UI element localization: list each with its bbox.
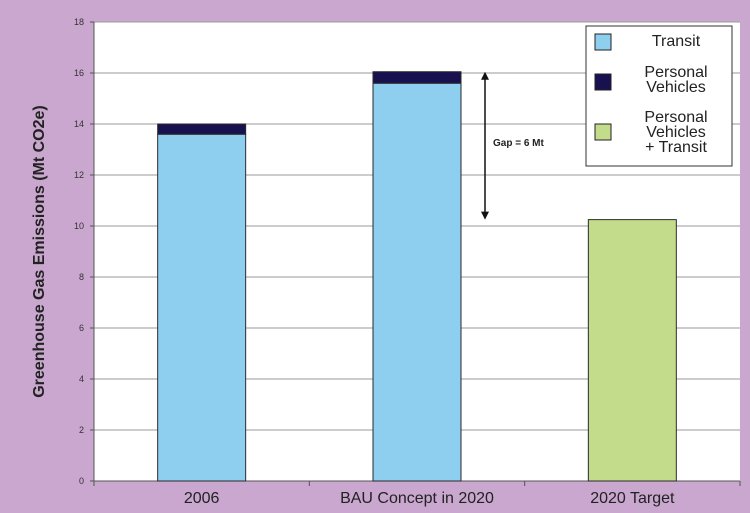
- x-category-label: BAU Concept in 2020: [340, 490, 494, 507]
- y-tick-label: 8: [79, 272, 84, 282]
- legend-label: Personal: [644, 64, 707, 81]
- bar-personal-vehicles-0: [157, 123, 247, 135]
- y-tick-label: 18: [74, 17, 84, 27]
- x-category-label: 2020 Target: [590, 490, 675, 507]
- y-tick-label: 2: [79, 425, 84, 435]
- y-tick-label: 12: [74, 170, 84, 180]
- y-axis-label: Greenhouse Gas Emissions (Mt CO2e): [31, 105, 48, 398]
- y-tick-label: 14: [74, 119, 84, 129]
- bar-transit-1: [372, 82, 462, 482]
- legend-label: Transit: [652, 33, 701, 50]
- legend: TransitPersonalVehiclesPersonalVehicles+…: [585, 25, 733, 167]
- y-tick-label: 10: [74, 221, 84, 231]
- bar-personal-vehicles-transit-2: [587, 219, 677, 482]
- legend-label: Vehicles: [646, 124, 706, 141]
- y-tick-label: 6: [79, 323, 84, 333]
- legend-label: + Transit: [645, 139, 707, 156]
- y-tick-label: 16: [74, 68, 84, 78]
- bar-personal-vehicles-1: [372, 71, 462, 84]
- y-tick-label: 4: [79, 374, 84, 384]
- gap-arrow-head-down: [481, 211, 489, 220]
- x-category-label: 2006: [184, 490, 220, 507]
- y-tick-label: 0: [79, 476, 84, 486]
- gap-annotation-label: Gap = 6 Mt: [493, 138, 545, 149]
- legend-label: Vehicles: [646, 79, 706, 96]
- legend-label: Personal: [644, 109, 707, 126]
- legend-swatch-transit: [594, 33, 612, 51]
- gap-arrow-head-up: [481, 71, 489, 80]
- legend-swatch-personal-vehicles-transit: [594, 123, 612, 141]
- legend-swatch-personal-vehicles: [594, 73, 612, 91]
- bar-transit-0: [157, 133, 247, 482]
